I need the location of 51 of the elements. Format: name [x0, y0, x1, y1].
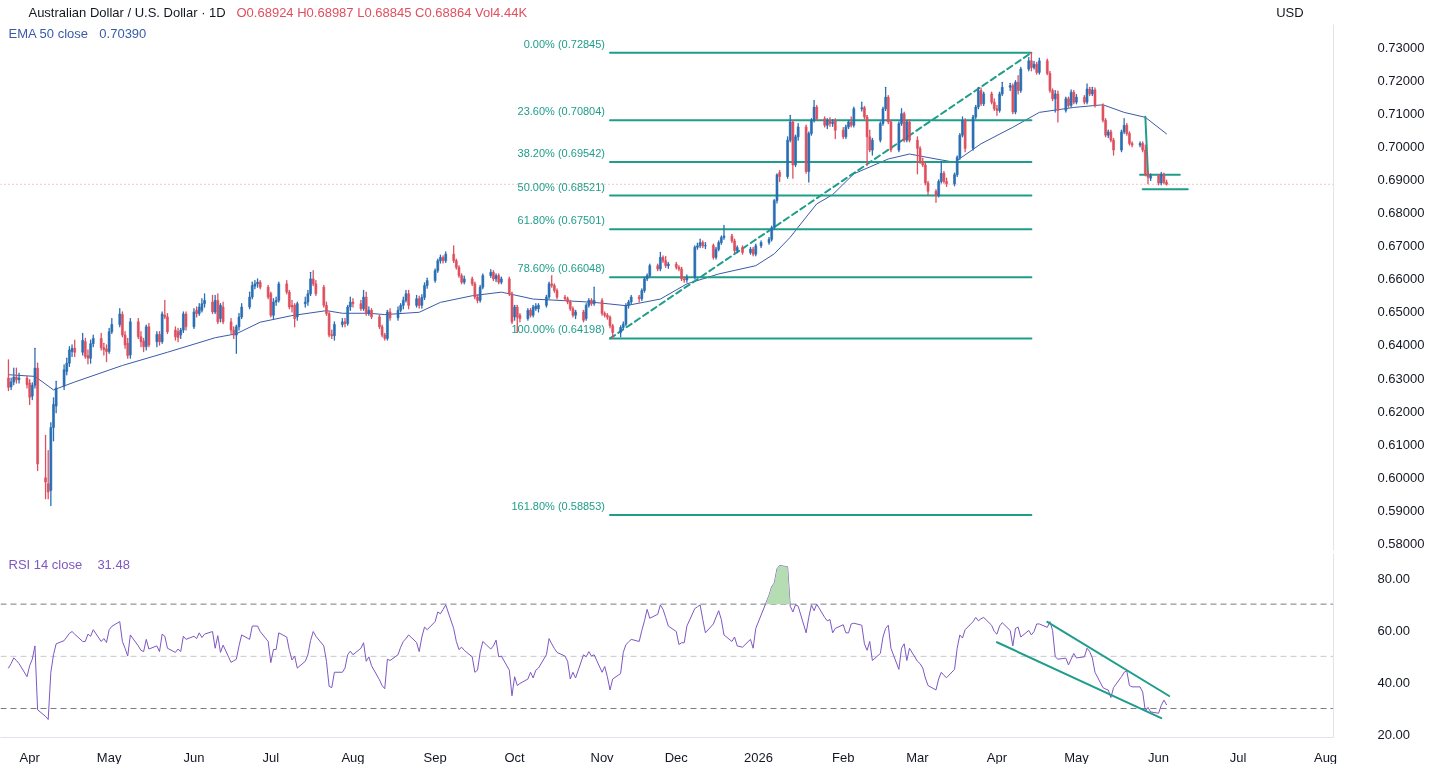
x-tick-label: Nov [590, 749, 615, 764]
x-tick-label: Aug [1313, 749, 1338, 764]
x-tick-label: Jun [183, 749, 205, 764]
x-tick-label: Jun [1148, 749, 1170, 764]
y-tick-label: 0.68000 [1377, 205, 1425, 221]
x-tick-label: 2026 [743, 749, 773, 764]
y-tick-label: 0.73000 [1377, 40, 1425, 56]
series-label: 161.80% (0.58853) [511, 500, 606, 513]
y-tick-label: 0.71000 [1377, 106, 1425, 122]
y-tick-label: 0.61000 [1377, 436, 1425, 452]
y-tick-label: 0.72000 [1377, 73, 1425, 89]
x-tick-label: Aug [341, 749, 365, 764]
y-tick-label: 0.67000 [1377, 238, 1425, 254]
text: RSI 14 close [8, 557, 83, 572]
y-tick-label: 0.58000 [1377, 535, 1425, 551]
text: USD [1276, 5, 1304, 20]
chart-title: Australian Dollar / U.S. Dollar · 1D [28, 5, 226, 20]
series-label: 78.60% (0.66048) [517, 262, 606, 275]
y-tick-label: 0.65000 [1377, 304, 1425, 320]
x-tick-label: Jul [262, 749, 280, 764]
x-tick-label: Oct [504, 749, 526, 764]
x-tick-label: Apr [986, 749, 1008, 764]
x-tick-label: Sep [423, 749, 447, 764]
y-tick-label: 0.63000 [1377, 370, 1425, 386]
y-tick-label: 20.00 [1377, 727, 1411, 743]
series-label: 23.60% (0.70804) [517, 105, 606, 118]
x-tick-label: Dec [664, 749, 689, 764]
x-tick-label: Jul [1229, 749, 1247, 764]
series-label: 38.20% (0.69542) [517, 146, 606, 159]
y-tick-label: 0.70000 [1377, 139, 1425, 155]
x-tick-label: Mar [906, 749, 930, 764]
y-tick-label: 40.00 [1377, 674, 1411, 690]
y-tick-label: 60.00 [1377, 622, 1411, 638]
x-tick-label: May [96, 749, 122, 764]
y-tick-label: 0.59000 [1377, 502, 1425, 518]
y-tick-label: 0.66000 [1377, 271, 1425, 287]
chart-subtitle: O0.68924 H0.68987 L0.68845 C0.68864 Vol4.44K [236, 5, 528, 20]
y-tick-label: 0.64000 [1377, 337, 1425, 353]
y-tick-label: 80.00 [1377, 570, 1411, 586]
annotation: 0.70390 [99, 26, 147, 41]
y-tick-label: 0.62000 [1377, 403, 1425, 419]
series-label: 61.80% (0.67501) [517, 214, 606, 227]
text: EMA 50 close [8, 26, 88, 41]
x-tick-label: May [1064, 749, 1090, 764]
x-tick-label: Apr [19, 749, 41, 764]
annotation: 31.48 [97, 557, 130, 572]
y-tick-label: 0.60000 [1377, 469, 1425, 485]
series-label: 50.00% (0.68521) [517, 180, 606, 193]
y-tick-label: 0.69000 [1377, 172, 1425, 188]
series-label: 0.00% (0.72845) [523, 37, 606, 50]
x-tick-label: Feb [832, 749, 855, 764]
